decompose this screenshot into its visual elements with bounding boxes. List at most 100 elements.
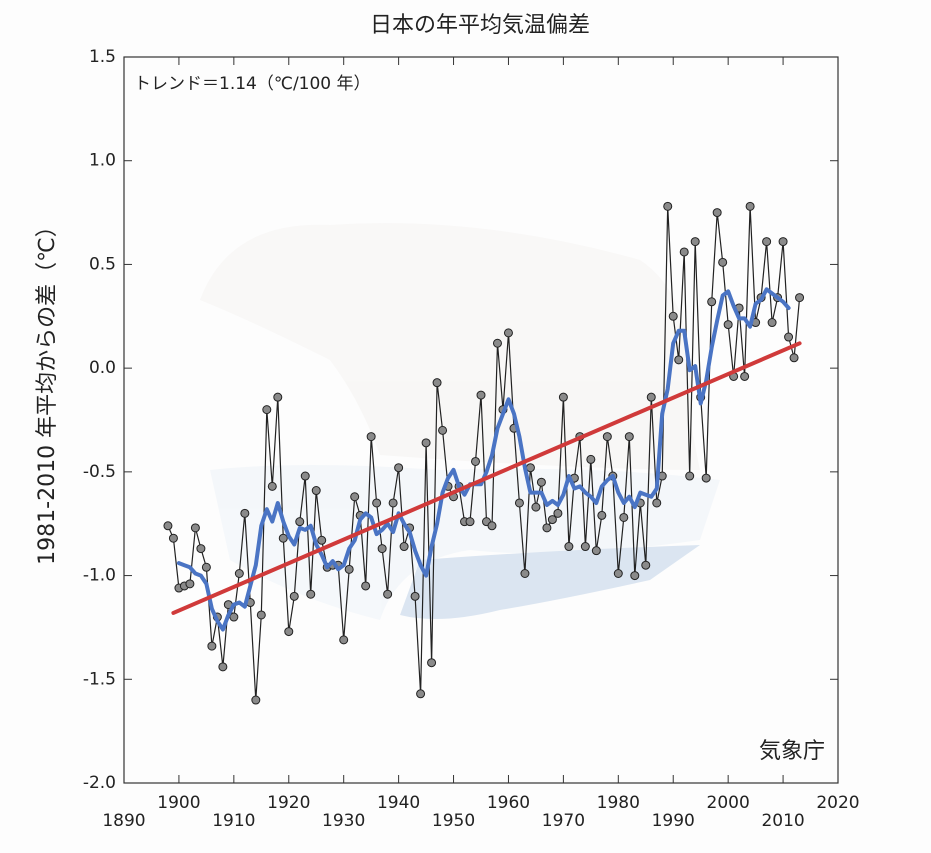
- data-point: [586, 454, 596, 464]
- data-point: [701, 473, 711, 483]
- data-point: [767, 318, 777, 328]
- data-point: [542, 523, 552, 533]
- data-point: [372, 498, 382, 508]
- x-tick-label: 1950: [432, 811, 475, 831]
- data-point: [471, 456, 481, 466]
- data-point: [394, 463, 404, 473]
- data-point: [718, 257, 728, 267]
- data-point: [707, 297, 717, 307]
- y-tick-label: -1.0: [83, 566, 116, 586]
- data-point: [234, 568, 244, 578]
- x-tick-label: 2000: [707, 793, 750, 813]
- data-point: [465, 517, 475, 527]
- data-point: [652, 498, 662, 508]
- data-point: [503, 328, 513, 338]
- x-tick-label: 1930: [322, 811, 365, 831]
- data-point: [619, 512, 629, 522]
- data-point: [784, 332, 794, 342]
- data-point: [416, 689, 426, 699]
- data-point: [273, 392, 283, 402]
- data-point: [377, 544, 387, 554]
- data-point: [399, 542, 409, 552]
- data-point: [580, 542, 590, 552]
- data-point: [240, 508, 250, 518]
- data-point: [289, 591, 299, 601]
- data-point: [553, 508, 563, 518]
- source: 気象庁: [759, 739, 825, 764]
- data-point: [547, 515, 557, 525]
- data-point: [383, 589, 393, 599]
- annotation: トレンド＝1.14（℃/100 年）: [134, 74, 371, 94]
- ice-shape: [210, 465, 720, 620]
- bear-shape: [200, 223, 700, 470]
- data-point: [668, 311, 678, 321]
- data-point: [762, 237, 772, 247]
- data-point: [520, 568, 530, 578]
- data-point: [317, 535, 327, 545]
- series-line: [171, 341, 802, 615]
- y-tick-label: 0.5: [89, 254, 116, 274]
- data-point: [300, 471, 310, 481]
- chart-title: 日本の年平均気温偏差: [370, 13, 590, 38]
- series-line: [167, 205, 801, 701]
- data-point: [361, 581, 371, 591]
- data-point: [438, 425, 448, 435]
- data-point: [284, 627, 294, 637]
- data-point: [674, 355, 684, 365]
- background-art: [200, 223, 720, 620]
- data-point: [168, 533, 178, 543]
- y-tick-label: -0.5: [83, 462, 116, 482]
- data-point: [432, 378, 442, 388]
- data-point: [229, 612, 239, 622]
- data-point: [679, 247, 689, 257]
- data-point: [207, 641, 217, 651]
- data-point: [685, 471, 695, 481]
- data-point: [536, 477, 546, 487]
- data-point: [256, 610, 266, 620]
- data-point: [410, 591, 420, 601]
- data-point: [339, 635, 349, 645]
- data-point: [388, 498, 398, 508]
- data-point: [476, 390, 486, 400]
- data-point: [564, 542, 574, 552]
- x-tick-label: 1990: [652, 811, 695, 831]
- data-point: [690, 237, 700, 247]
- x-tick-label: 1890: [102, 811, 145, 831]
- data-point: [163, 521, 173, 531]
- data-point: [201, 562, 211, 572]
- data-point: [663, 201, 673, 211]
- data-point: [531, 502, 541, 512]
- y-tick-label: -1.5: [83, 669, 116, 689]
- x-tick-label: 1980: [597, 793, 640, 813]
- data-point: [262, 405, 272, 415]
- data-point: [295, 517, 305, 527]
- data-point: [350, 492, 360, 502]
- data-point: [514, 498, 524, 508]
- data-point: [624, 432, 634, 442]
- data-point: [366, 432, 376, 442]
- y-tick-label: 1.0: [89, 151, 116, 171]
- data-point: [789, 353, 799, 363]
- data-point: [591, 546, 601, 556]
- x-tick-label: 1910: [212, 811, 255, 831]
- data-point: [306, 589, 316, 599]
- data-point: [525, 463, 535, 473]
- x-tick-label: 1920: [267, 793, 310, 813]
- data-point: [427, 658, 437, 668]
- data-point: [267, 481, 277, 491]
- water-shape: [400, 545, 700, 619]
- data-point: [613, 568, 623, 578]
- x-tick-label: 1960: [487, 793, 530, 813]
- data-point: [278, 533, 288, 543]
- data-point: [421, 438, 431, 448]
- data-point: [487, 521, 497, 531]
- data-point: [492, 338, 502, 348]
- y-tick-label: -2.0: [83, 773, 116, 793]
- data-point: [558, 392, 568, 402]
- data-point: [602, 432, 612, 442]
- data-point: [185, 579, 195, 589]
- plot-frame: [123, 56, 839, 784]
- y-tick-label: 1.5: [89, 47, 116, 67]
- data-point: [712, 208, 722, 218]
- data-point: [795, 293, 805, 303]
